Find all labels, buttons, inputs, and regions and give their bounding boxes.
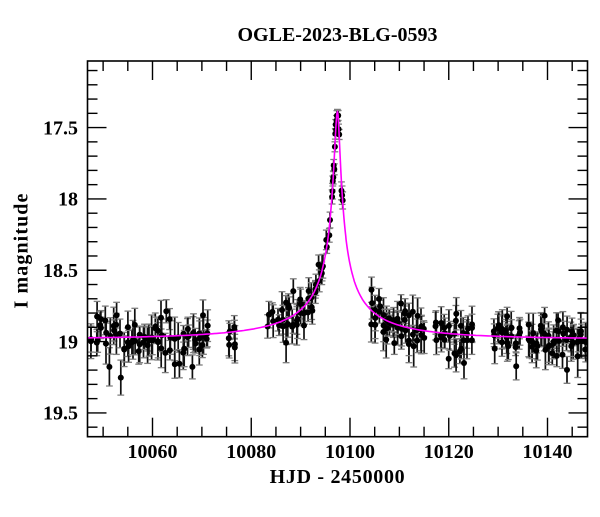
svg-text:10140: 10140	[523, 441, 573, 463]
svg-text:I magnitude: I magnitude	[11, 192, 33, 308]
svg-text:19: 19	[58, 331, 78, 353]
svg-text:HJD - 2450000: HJD - 2450000	[270, 466, 406, 488]
svg-text:19.5: 19.5	[43, 403, 78, 425]
svg-text:10120: 10120	[424, 441, 474, 463]
svg-text:17.5: 17.5	[43, 117, 78, 139]
svg-text:10100: 10100	[325, 441, 375, 463]
svg-text:18.5: 18.5	[43, 260, 78, 282]
svg-text:18: 18	[58, 189, 78, 211]
svg-text:10080: 10080	[226, 441, 276, 463]
svg-text:OGLE-2023-BLG-0593: OGLE-2023-BLG-0593	[237, 24, 437, 46]
svg-text:10060: 10060	[128, 441, 178, 463]
